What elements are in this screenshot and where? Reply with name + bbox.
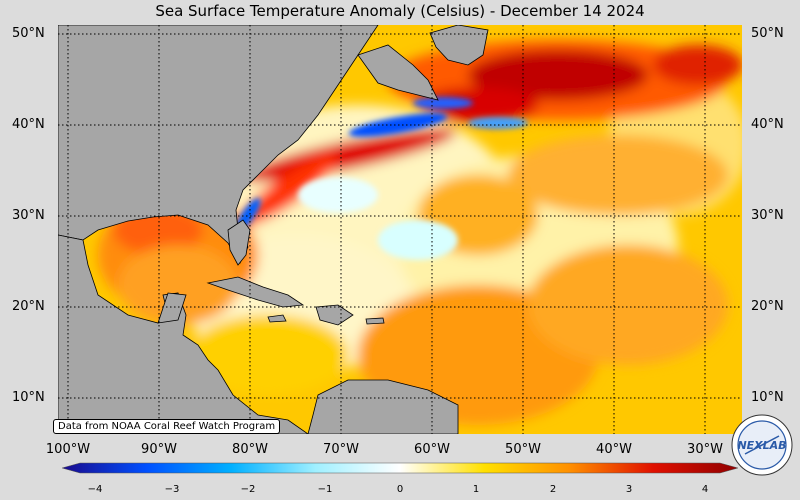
lat-label-50-right: 50°N xyxy=(751,26,784,41)
lat-label-40-left: 40°N xyxy=(12,117,45,132)
lon-label-60w: 60°W xyxy=(414,442,450,457)
lon-label-50w: 50°W xyxy=(505,442,541,457)
lat-label-20-right: 20°N xyxy=(751,299,784,314)
lat-label-30-right: 30°N xyxy=(751,208,784,223)
land xyxy=(57,24,489,435)
lat-label-50-left: 50°N xyxy=(12,26,45,41)
data-credit: Data from NOAA Coral Reef Watch Program xyxy=(53,419,281,434)
lat-label-10-right: 10°N xyxy=(751,390,784,405)
lon-label-30w: 30°W xyxy=(687,442,723,457)
anomaly-field xyxy=(58,40,748,425)
lat-label-10-left: 10°N xyxy=(12,390,45,405)
lon-label-80w: 80°W xyxy=(232,442,268,457)
colorbar-tick: 2 xyxy=(549,484,557,495)
lat-label-20-left: 20°N xyxy=(12,299,45,314)
nexlab-logo: NEXLAB xyxy=(731,414,793,476)
colorbar-tick: −1 xyxy=(317,484,333,495)
colorbar-tick: 1 xyxy=(472,484,480,495)
lon-label-100w: 100°W xyxy=(45,442,91,457)
colorbar-tick: 4 xyxy=(701,484,709,495)
map-title: Sea Surface Temperature Anomaly (Celsius… xyxy=(155,2,645,20)
lon-label-40w: 40°W xyxy=(596,442,632,457)
graticule xyxy=(58,25,742,434)
lat-label-40-right: 40°N xyxy=(751,117,784,132)
colorbar-tick: −4 xyxy=(87,484,103,495)
colorbar-tick: −2 xyxy=(240,484,256,495)
colorbar-tick: −3 xyxy=(164,484,180,495)
lat-label-30-left: 30°N xyxy=(12,208,45,223)
colorbar-tick: 0 xyxy=(396,484,404,495)
colorbar xyxy=(62,462,738,474)
svg-text:NEXLAB: NEXLAB xyxy=(737,439,786,452)
colorbar-tick: 3 xyxy=(625,484,633,495)
lon-label-70w: 70°W xyxy=(323,442,359,457)
lon-label-90w: 90°W xyxy=(141,442,177,457)
sst-anomaly-map xyxy=(57,24,748,435)
